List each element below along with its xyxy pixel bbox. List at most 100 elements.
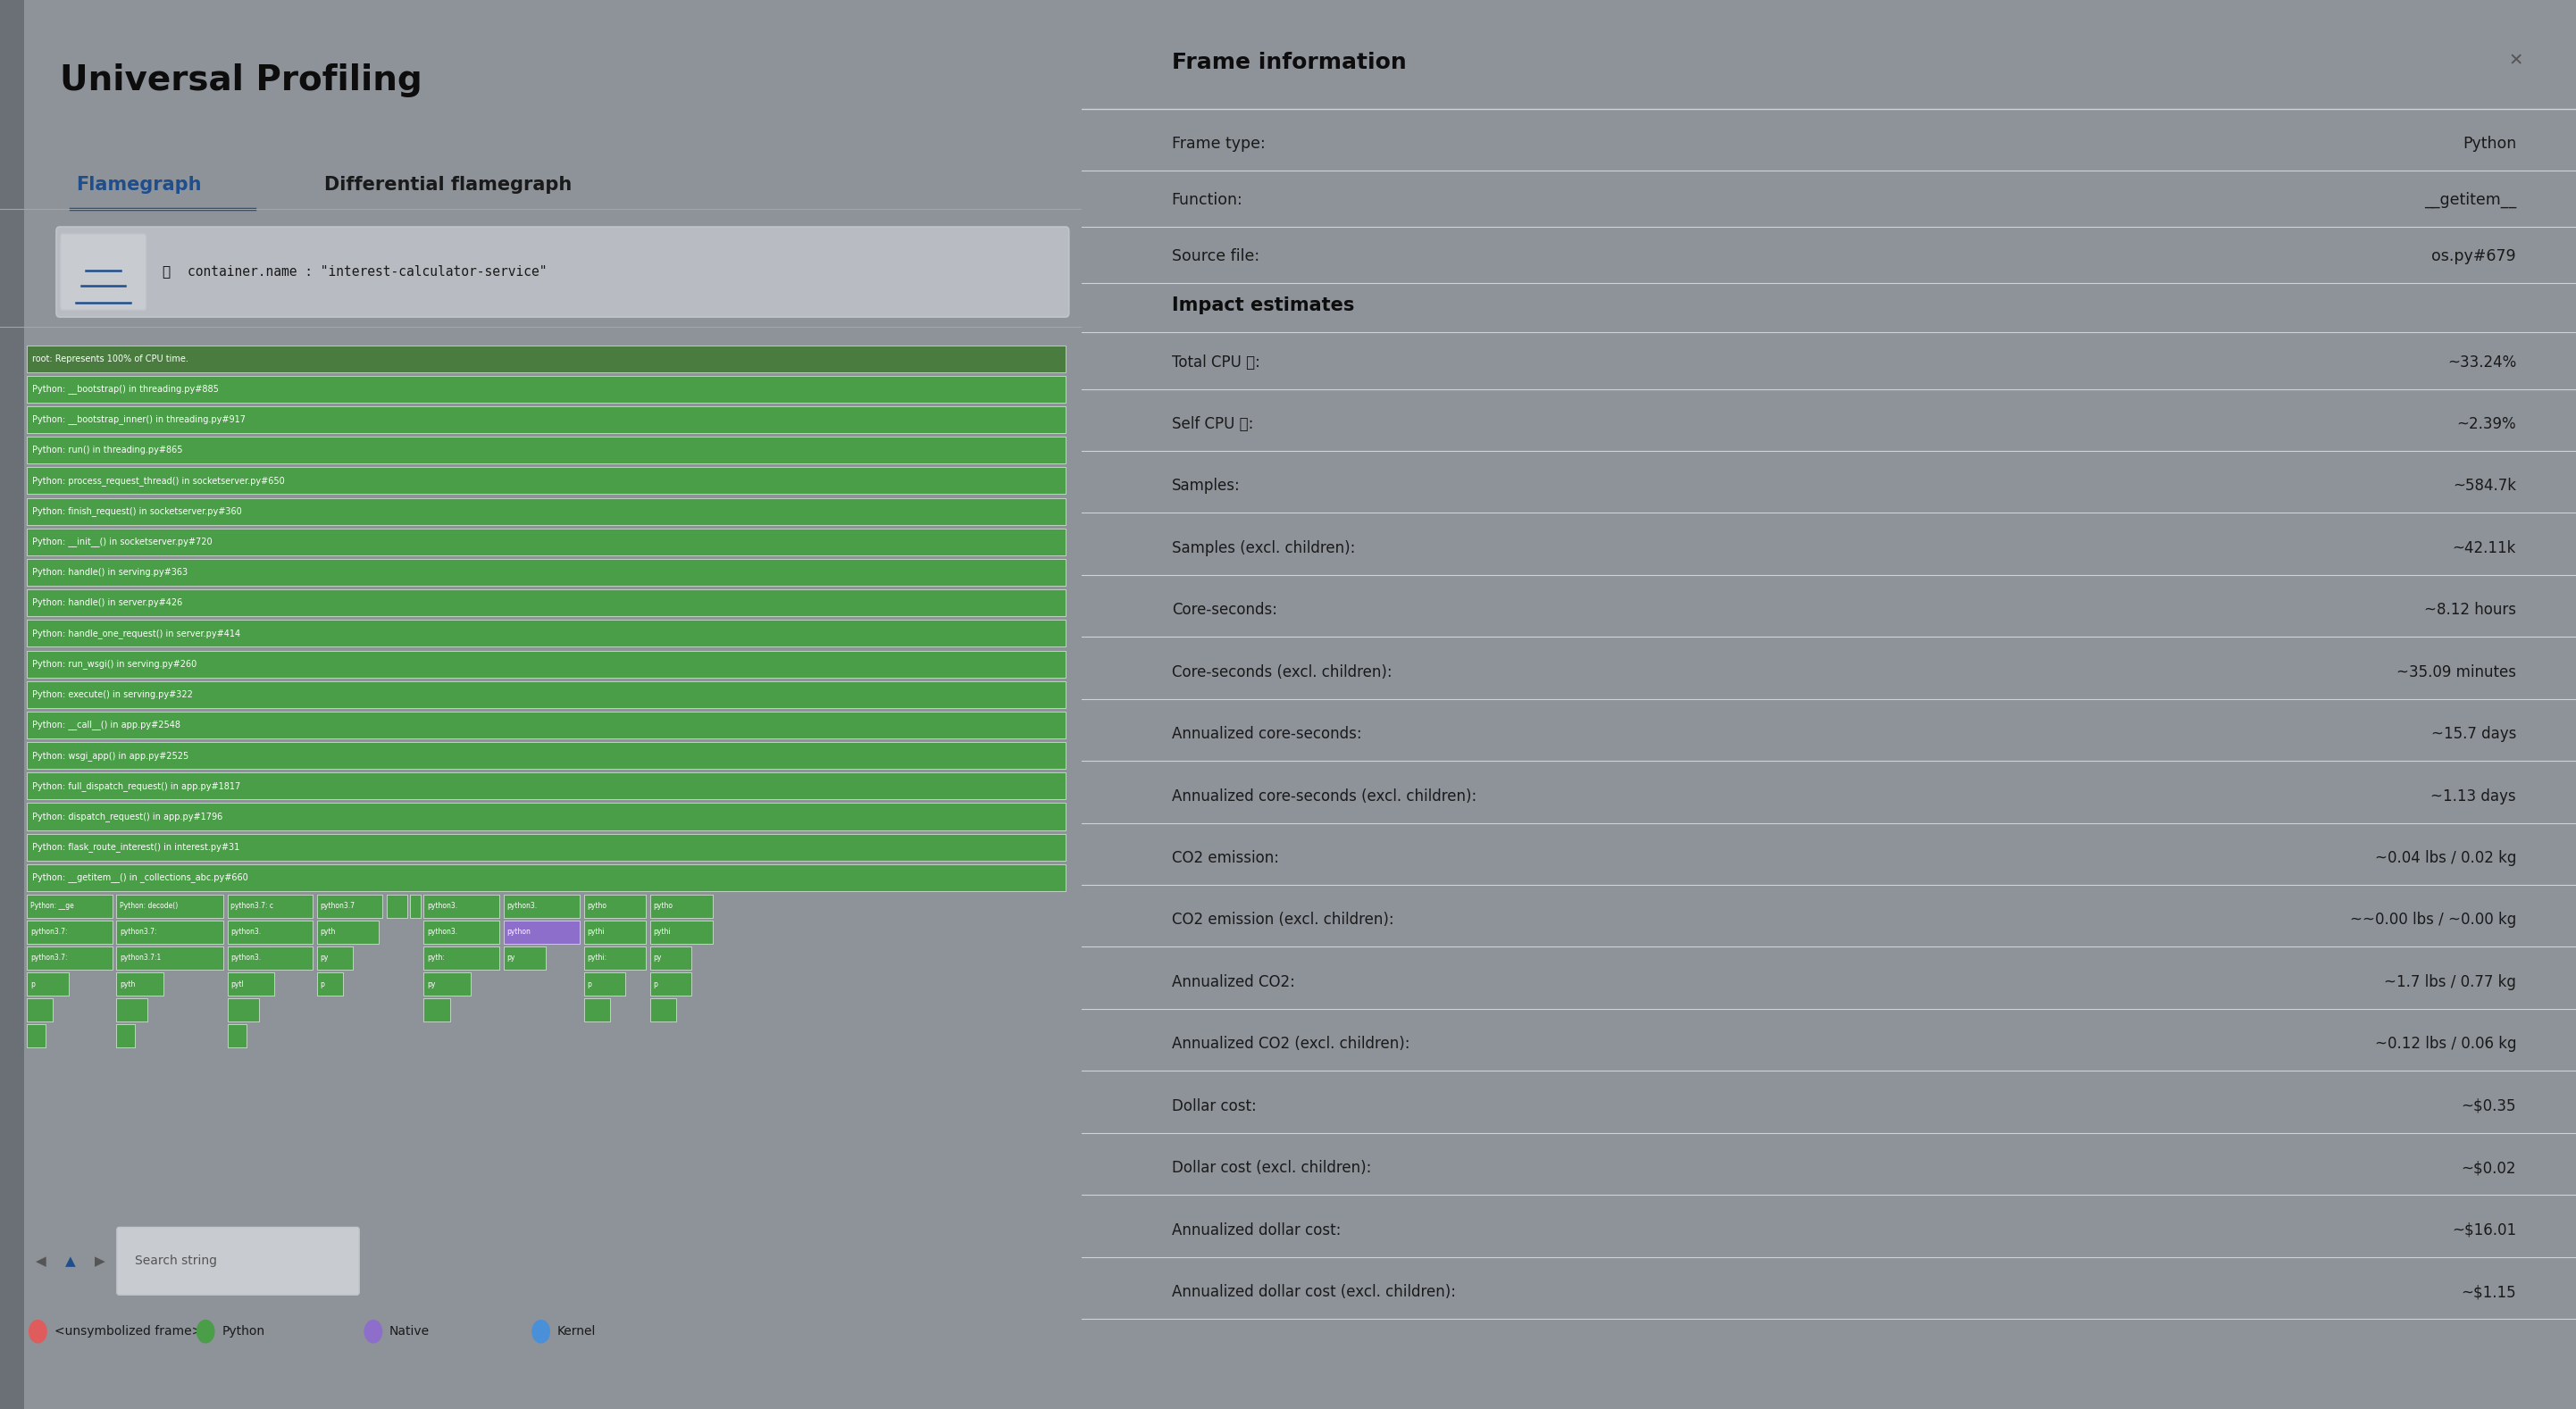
Bar	[386, 895, 407, 917]
Bar	[585, 999, 611, 1022]
Text: Python: handle_one_request() in server.py#414: Python: handle_one_request() in server.p…	[33, 628, 240, 638]
Text: Python: handle() in serving.py#363: Python: handle() in serving.py#363	[33, 568, 188, 576]
Bar	[26, 559, 1066, 586]
Text: Dollar cost (excl. children):: Dollar cost (excl. children):	[1172, 1160, 1370, 1177]
Text: ✕: ✕	[2509, 52, 2524, 69]
Bar	[649, 920, 714, 944]
Bar	[227, 947, 312, 969]
Text: ▶: ▶	[95, 1254, 106, 1268]
Text: python3.7:1: python3.7:1	[118, 954, 160, 962]
Text: Annualized core-seconds (excl. children):: Annualized core-seconds (excl. children)…	[1172, 788, 1476, 805]
Bar	[26, 803, 1066, 830]
Text: ~2.39%: ~2.39%	[2458, 416, 2517, 433]
Text: Python: full_dispatch_request() in app.py#1817: Python: full_dispatch_request() in app.p…	[33, 781, 240, 790]
Text: Samples:: Samples:	[1172, 478, 1239, 495]
FancyBboxPatch shape	[57, 227, 1069, 317]
Text: Python: __init__() in socketserver.py#720: Python: __init__() in socketserver.py#72…	[33, 537, 214, 547]
Bar	[26, 528, 1066, 555]
Bar	[425, 972, 471, 995]
Text: Python: process_request_thread() in socketserver.py#650: Python: process_request_thread() in sock…	[33, 476, 286, 486]
Bar	[505, 920, 580, 944]
Bar	[26, 437, 1066, 464]
Bar	[0, 0, 23, 1409]
Bar	[26, 864, 1066, 890]
Bar	[116, 999, 147, 1022]
Text: Python: run_wsgi() in serving.py#260: Python: run_wsgi() in serving.py#260	[33, 659, 196, 669]
Bar	[317, 895, 381, 917]
Bar	[505, 947, 546, 969]
Bar	[26, 376, 1066, 403]
Text: Frame type:: Frame type:	[1172, 135, 1265, 152]
Bar	[26, 712, 1066, 738]
Text: Python: __call__() in app.py#2548: Python: __call__() in app.py#2548	[33, 720, 180, 730]
Text: ▲: ▲	[64, 1254, 75, 1268]
Text: p: p	[31, 981, 33, 988]
Bar	[425, 895, 500, 917]
Text: ~~0.00 lbs / ~0.00 kg: ~~0.00 lbs / ~0.00 kg	[2349, 912, 2517, 929]
Text: ~1.7 lbs / 0.77 kg: ~1.7 lbs / 0.77 kg	[2385, 974, 2517, 991]
Text: Python: dispatch_request() in app.py#1796: Python: dispatch_request() in app.py#179…	[33, 812, 224, 821]
Bar	[26, 681, 1066, 707]
Text: python3.: python3.	[232, 929, 260, 936]
Text: ~33.24%: ~33.24%	[2447, 354, 2517, 371]
Text: python3.7:: python3.7:	[118, 929, 157, 936]
Text: ~8.12 hours: ~8.12 hours	[2424, 602, 2517, 619]
Text: Self CPU ⓘ:: Self CPU ⓘ:	[1172, 416, 1252, 433]
Bar	[227, 895, 312, 917]
Bar	[585, 972, 626, 995]
Text: Universal Profiling: Universal Profiling	[59, 63, 422, 97]
Text: pyth:: pyth:	[428, 954, 446, 962]
Text: Native: Native	[389, 1326, 430, 1337]
Bar	[227, 1024, 247, 1047]
Text: <unsymbolized frame>: <unsymbolized frame>	[54, 1326, 201, 1337]
Text: pythi: pythi	[587, 929, 605, 936]
Text: Python: handle() in server.py#426: Python: handle() in server.py#426	[33, 599, 183, 607]
Text: ~0.04 lbs / 0.02 kg: ~0.04 lbs / 0.02 kg	[2375, 850, 2517, 867]
Text: python3.: python3.	[507, 902, 538, 910]
Text: ◀: ◀	[36, 1254, 46, 1268]
Text: pythi: pythi	[654, 929, 670, 936]
Bar	[26, 406, 1066, 433]
Bar	[26, 468, 1066, 495]
Bar	[227, 999, 258, 1022]
Text: root: Represents 100% of CPU time.: root: Represents 100% of CPU time.	[33, 354, 188, 364]
Text: ~42.11k: ~42.11k	[2452, 540, 2517, 557]
Bar	[585, 895, 647, 917]
Text: Core-seconds (excl. children):: Core-seconds (excl. children):	[1172, 664, 1391, 681]
Text: ~35.09 minutes: ~35.09 minutes	[2396, 664, 2517, 681]
Bar	[116, 947, 224, 969]
Circle shape	[196, 1320, 214, 1343]
Bar	[649, 972, 693, 995]
Text: container.name : "interest-calculator-service": container.name : "interest-calculator-se…	[188, 265, 546, 279]
Text: Python: decode(): Python: decode()	[118, 902, 178, 910]
Text: Annualized CO2 (excl. children):: Annualized CO2 (excl. children):	[1172, 1036, 1409, 1053]
Text: CO2 emission (excl. children):: CO2 emission (excl. children):	[1172, 912, 1394, 929]
Bar	[410, 895, 420, 917]
Bar	[26, 589, 1066, 616]
Text: Python: __ge: Python: __ge	[31, 902, 75, 910]
Bar	[317, 947, 353, 969]
Bar	[26, 920, 113, 944]
Circle shape	[533, 1320, 549, 1343]
Text: ~15.7 days: ~15.7 days	[2432, 726, 2517, 743]
Text: Python: execute() in serving.py#322: Python: execute() in serving.py#322	[33, 690, 193, 699]
Text: Python: Python	[222, 1326, 265, 1337]
Text: Annualized core-seconds:: Annualized core-seconds:	[1172, 726, 1363, 743]
Text: Function:: Function:	[1172, 192, 1242, 209]
Bar	[505, 895, 580, 917]
Text: ~$16.01: ~$16.01	[2452, 1222, 2517, 1239]
Bar	[425, 947, 500, 969]
FancyBboxPatch shape	[62, 234, 147, 310]
Bar	[116, 895, 224, 917]
Text: python3.7:: python3.7:	[31, 954, 67, 962]
Bar	[227, 920, 312, 944]
Bar	[26, 947, 113, 969]
FancyBboxPatch shape	[116, 1227, 358, 1295]
Bar	[425, 999, 451, 1022]
Text: ~0.12 lbs / 0.06 kg: ~0.12 lbs / 0.06 kg	[2375, 1036, 2517, 1053]
Text: ~$0.02: ~$0.02	[2460, 1160, 2517, 1177]
Text: Python: Python	[2463, 135, 2517, 152]
Text: pytl: pytl	[232, 981, 245, 988]
Text: CO2 emission:: CO2 emission:	[1172, 850, 1278, 867]
Text: Frame information: Frame information	[1172, 52, 1406, 73]
